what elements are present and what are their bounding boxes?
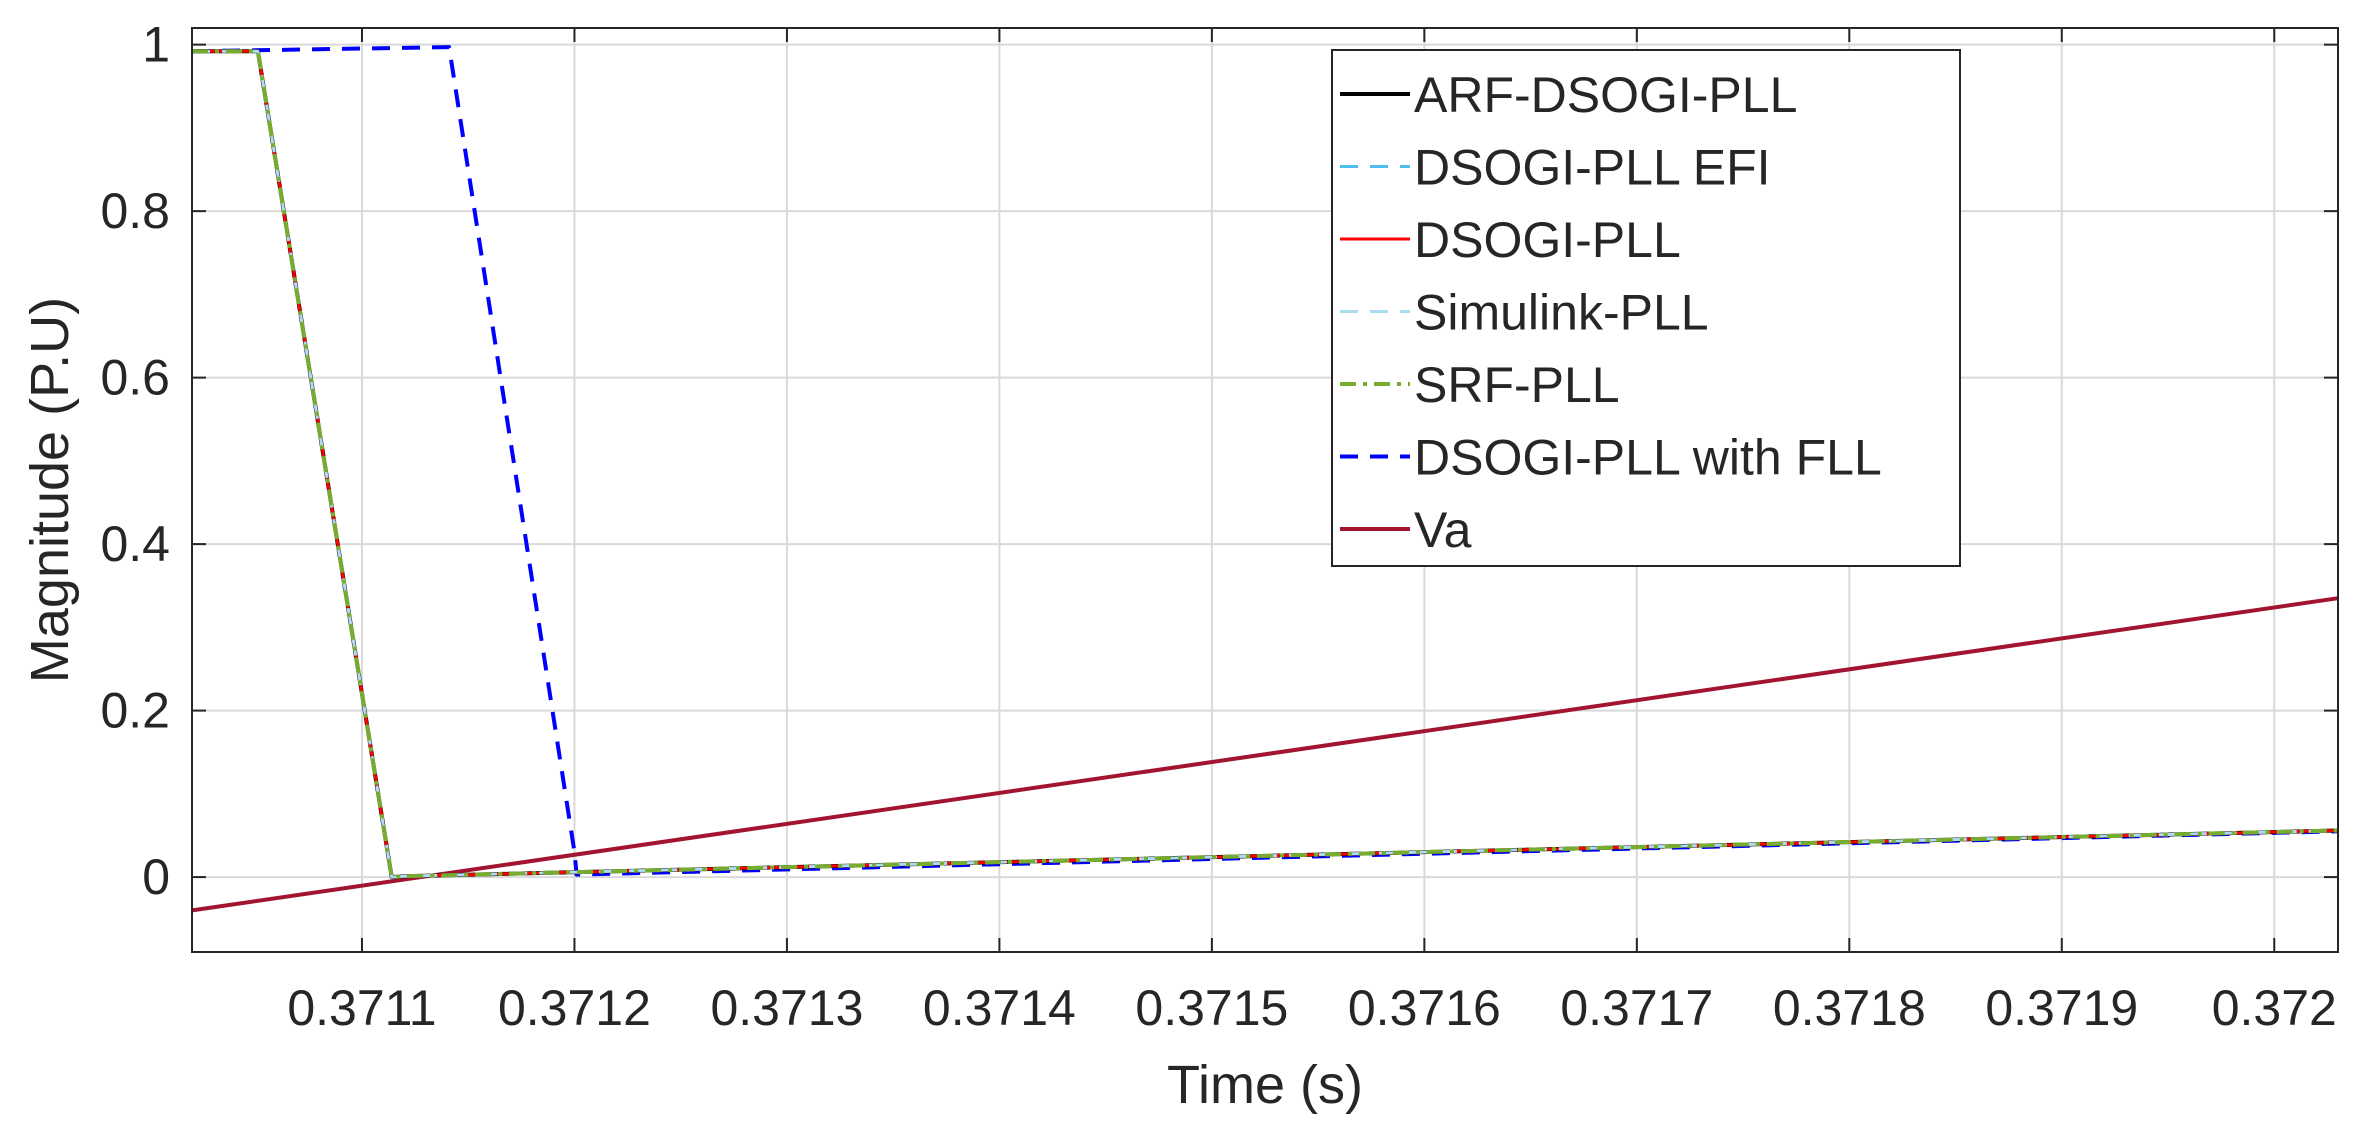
x-axis-title: Time (s) [1167, 1055, 1363, 1115]
legend-label: DSOGI-PLL with FLL [1414, 430, 1882, 486]
legend-label: SRF-PLL [1414, 357, 1620, 413]
y-tick-label: 0.6 [100, 350, 170, 406]
axis-ticks: 0.3711 0.3712 0.3713 0.3714 0.3715 0.3716 0.37… [100, 17, 2338, 1036]
legend-box [1331, 49, 1961, 567]
legend-label: Va [1414, 502, 1472, 558]
plot-lines [191, 45, 2339, 913]
y-tick-label: 1 [142, 17, 170, 73]
x-tick-label: 0.3719 [1985, 980, 2138, 1036]
y-axis-title: Magnitude (P.U) [20, 297, 80, 683]
x-tick-label: 0.3718 [1773, 980, 1926, 1036]
series-line [192, 49, 2339, 880]
series-line [191, 596, 2339, 913]
legend-label: ARF-DSOGI-PLL [1414, 67, 1797, 123]
x-tick-label: 0.3714 [923, 980, 1076, 1036]
x-tick-label: 0.3713 [710, 980, 863, 1036]
x-tick-label: 0.3716 [1348, 980, 1501, 1036]
y-tick-label: 0 [142, 849, 170, 905]
legend-label: DSOGI-PLL [1414, 212, 1681, 268]
x-tick-label: 0.3715 [1135, 980, 1288, 1036]
x-tick-label: 0.3717 [1560, 980, 1713, 1036]
legend-label: Simulink-PLL [1414, 285, 1709, 341]
x-tick-label: 0.3712 [498, 980, 651, 1036]
y-tick-label: 0.8 [100, 183, 170, 239]
legend-label: DSOGI-PLL EFI [1414, 140, 1771, 196]
y-tick-label: 0.4 [100, 516, 170, 572]
x-tick-label: 0.3711 [287, 980, 436, 1036]
y-tick-label: 0.2 [100, 683, 170, 739]
plot-frame [191, 27, 2339, 953]
x-tick-label: 0.372 [2212, 980, 2337, 1036]
legend: ARF-DSOGI-PLL DSOGI-PLL EFI DSOGI-PLL Simul… [1331, 49, 1961, 567]
